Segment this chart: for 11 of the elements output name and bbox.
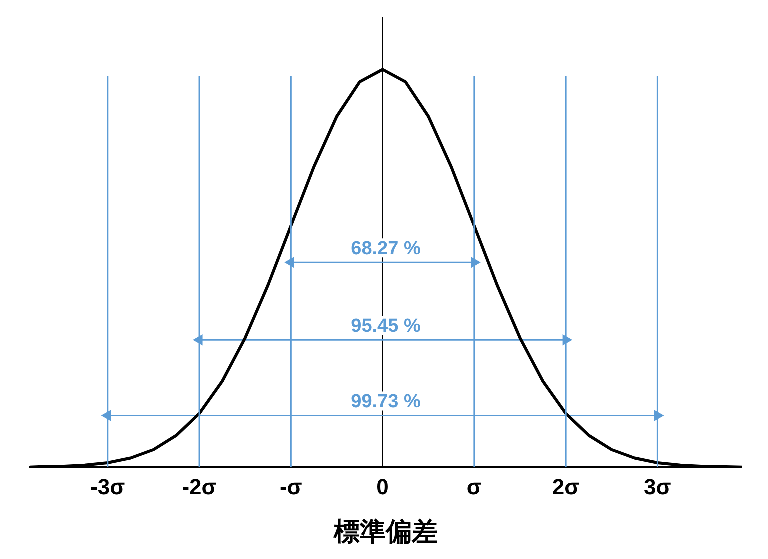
x-tick-label: -3σ: [90, 474, 126, 500]
annotation: 95.45 %: [351, 316, 421, 337]
x-tick-label: -σ: [280, 474, 302, 500]
x-tick-label: 3σ: [644, 474, 672, 500]
x-axis-title: 標準偏差: [333, 516, 438, 547]
annotation: 68.27 %: [351, 238, 421, 260]
annotation: 99.73 %: [351, 391, 421, 412]
x-tick-label: σ: [466, 474, 482, 500]
x-tick-label: -2σ: [182, 474, 217, 500]
x-tick-label: 2σ: [552, 474, 580, 500]
x-tick-label: 0: [376, 474, 389, 500]
